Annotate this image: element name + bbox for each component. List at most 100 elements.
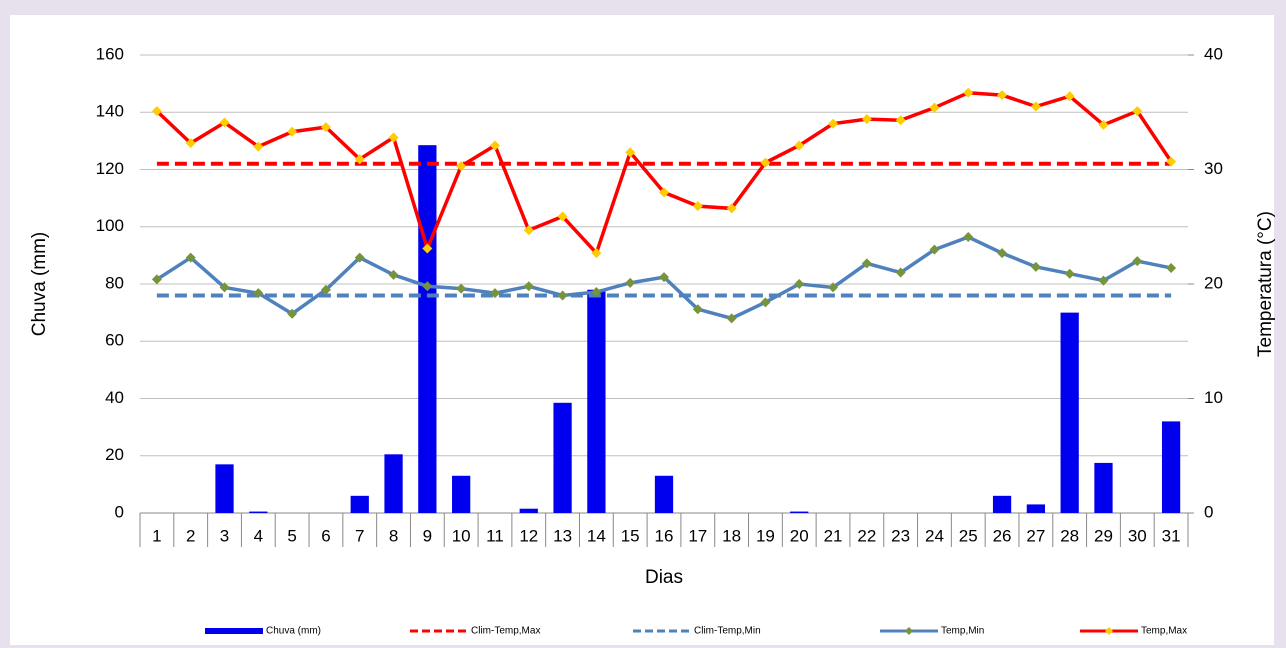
marker (794, 279, 805, 289)
x-tick-label: 24 (925, 526, 944, 545)
marker (320, 284, 331, 295)
x-tick-label: 7 (355, 526, 364, 545)
bar (1060, 312, 1079, 513)
legend-label: Temp,Min (941, 626, 984, 637)
marker (523, 281, 534, 292)
y-tick-label: 20 (105, 445, 124, 464)
marker (388, 269, 399, 280)
x-tick-label: 16 (655, 526, 674, 545)
marker (861, 114, 872, 125)
x-tick-label: 3 (220, 526, 229, 545)
marker (591, 248, 602, 259)
x-tick-label: 23 (891, 526, 910, 545)
marker (997, 248, 1008, 259)
marker (659, 272, 669, 283)
marker (287, 308, 298, 319)
x-tick-label: 31 (1162, 526, 1181, 545)
y2-tick-label: 0 (1204, 502, 1213, 521)
marker (895, 115, 906, 126)
x-tick-label: 10 (452, 526, 471, 545)
marker (151, 274, 162, 285)
bar (215, 464, 234, 513)
bar (519, 508, 538, 513)
y-tick-label: 40 (105, 388, 124, 407)
y2-tick-label: 40 (1204, 44, 1223, 63)
legend-marker (905, 627, 913, 635)
marker (828, 282, 839, 293)
x-tick-label: 28 (1060, 526, 1079, 545)
legend-marker (1105, 627, 1113, 635)
y-tick-label: 100 (96, 216, 124, 235)
legend-label: Clim-Temp,Max (471, 626, 540, 637)
marker (828, 118, 839, 129)
x-tick-label: 19 (756, 526, 775, 545)
marker (997, 90, 1008, 101)
y2-tick-label: 20 (1204, 273, 1223, 292)
marker (963, 87, 974, 98)
y-tick-label: 80 (105, 273, 124, 292)
marker (253, 141, 264, 152)
marker (726, 203, 737, 214)
marker (692, 304, 703, 315)
bar (384, 454, 403, 513)
marker (422, 281, 433, 292)
marker (929, 244, 940, 255)
y-tick-label: 120 (96, 159, 124, 178)
marker (760, 297, 771, 308)
x-tick-label: 29 (1094, 526, 1113, 545)
marker (456, 283, 467, 294)
x-tick-label: 22 (857, 526, 876, 545)
bar (587, 289, 606, 513)
marker (456, 161, 467, 172)
marker (1030, 261, 1041, 272)
marker (388, 132, 399, 143)
marker (659, 187, 669, 198)
x-axis-label: Dias (645, 567, 683, 588)
bar (553, 402, 572, 513)
x-tick-label: 27 (1026, 526, 1045, 545)
x-tick-label: 25 (959, 526, 978, 545)
marker (185, 252, 196, 263)
x-tick-label: 26 (993, 526, 1012, 545)
marker (963, 232, 974, 243)
bar (452, 475, 471, 513)
x-tick-label: 18 (722, 526, 741, 545)
legend-label: Clim-Temp,Min (694, 626, 761, 637)
marker (253, 288, 264, 299)
marker (726, 313, 737, 324)
marker (422, 243, 433, 254)
x-tick-label: 9 (423, 526, 432, 545)
marker (591, 287, 602, 298)
x-tick-label: 30 (1128, 526, 1147, 545)
marker (794, 140, 805, 151)
marker (1132, 106, 1143, 117)
x-tick-label: 14 (587, 526, 606, 545)
marker (760, 157, 771, 168)
marker (1166, 156, 1177, 167)
y2-axis-label: Temperatura (°C) (1255, 211, 1276, 357)
marker (1064, 91, 1075, 102)
marker (1166, 262, 1177, 273)
bar (1026, 504, 1045, 513)
marker (895, 267, 906, 278)
marker (354, 154, 365, 165)
marker (861, 258, 872, 269)
bar (1094, 462, 1113, 513)
marker (625, 147, 636, 158)
marker (625, 277, 636, 288)
marker (219, 117, 230, 128)
x-tick-label: 17 (688, 526, 707, 545)
x-tick-label: 1 (152, 526, 161, 545)
marker (1064, 268, 1075, 279)
x-tick-label: 6 (321, 526, 330, 545)
marker (354, 252, 365, 263)
x-tick-label: 4 (254, 526, 263, 545)
x-tick-label: 2 (186, 526, 195, 545)
y2-tick-label: 10 (1204, 388, 1223, 407)
y-axis-label: Chuva (mm) (29, 232, 50, 337)
x-tick-label: 20 (790, 526, 809, 545)
bar (992, 495, 1012, 513)
marker (1030, 101, 1041, 112)
legend-label: Chuva (mm) (266, 626, 321, 637)
marker (489, 140, 500, 151)
